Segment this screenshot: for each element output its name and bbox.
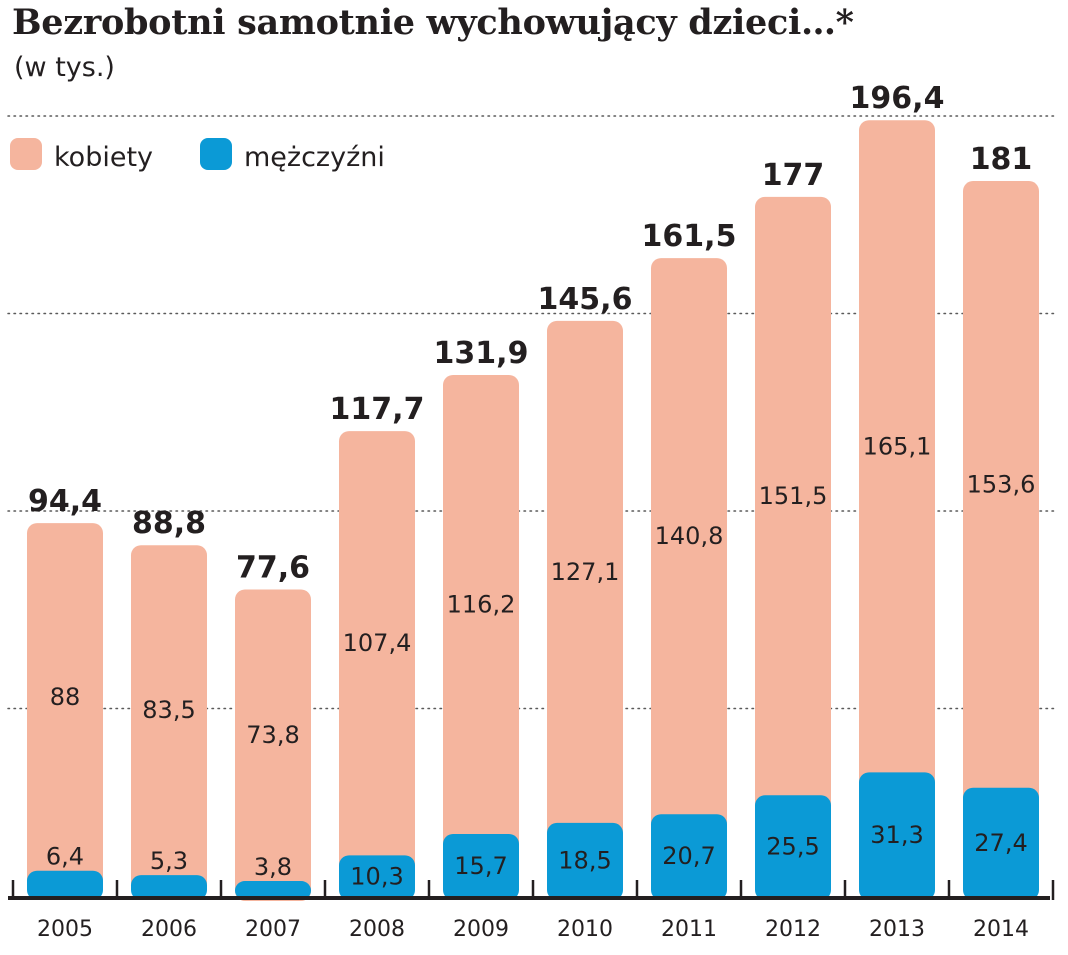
bar-kobiety-2010 bbox=[547, 320, 623, 843]
labels: 94,4 88 6,4 2005 88,8 83,5 5,3 2006 77,6 73,8 3,8 2… bbox=[28, 81, 1035, 942]
value-label-mezczyzni-2012: 25,5 bbox=[766, 833, 819, 861]
legend-swatch-mezczyzni bbox=[200, 138, 232, 170]
value-label-kobiety-2007: 73,8 bbox=[246, 721, 299, 749]
bar-kobiety-2006 bbox=[131, 545, 207, 896]
year-label-2013: 2013 bbox=[869, 917, 925, 942]
bar-mezczyzni-2012 bbox=[755, 795, 831, 900]
value-label-mezczyzni-2005: 6,4 bbox=[46, 843, 84, 871]
chart-title: Bezrobotni samotnie wychowujący dzieci…* bbox=[12, 2, 854, 43]
value-label-kobiety-2011: 140,8 bbox=[655, 522, 724, 550]
value-label-kobiety-2012: 151,5 bbox=[759, 482, 828, 510]
year-label-2007: 2007 bbox=[245, 917, 301, 942]
bar-mezczyzni-2006 bbox=[131, 875, 207, 900]
bar-kobiety-2007 bbox=[235, 589, 311, 901]
value-label-kobiety-2010: 127,1 bbox=[551, 558, 620, 586]
value-label-kobiety-2014: 153,6 bbox=[967, 470, 1036, 498]
value-label-mezczyzni-2013: 31,3 bbox=[870, 821, 923, 849]
bar-kobiety-2005 bbox=[27, 523, 103, 891]
bar-kobiety-2009 bbox=[443, 374, 519, 854]
value-label-mezczyzni-2011: 20,7 bbox=[662, 842, 715, 870]
total-label-2007: 77,6 bbox=[236, 550, 310, 585]
bar-mezczyzni-2009 bbox=[443, 833, 519, 900]
value-label-kobiety-2008: 107,4 bbox=[343, 629, 412, 657]
total-label-2014: 181 bbox=[970, 142, 1033, 177]
bar-kobiety-2011 bbox=[651, 258, 727, 835]
value-label-mezczyzni-2007: 3,8 bbox=[254, 853, 292, 881]
legend-swatch-kobiety bbox=[10, 138, 42, 170]
year-label-2009: 2009 bbox=[453, 917, 509, 942]
value-label-mezczyzni-2010: 18,5 bbox=[558, 846, 611, 874]
chart-subtitle: (w tys.) bbox=[14, 52, 115, 83]
year-label-2005: 2005 bbox=[37, 917, 93, 942]
total-label-2012: 177 bbox=[762, 158, 825, 193]
total-label-2008: 117,7 bbox=[330, 392, 425, 427]
value-label-mezczyzni-2008: 10,3 bbox=[350, 863, 403, 891]
bar-mezczyzni-2005 bbox=[27, 870, 103, 900]
legend: kobiety mężczyźni bbox=[10, 138, 385, 173]
legend-label-mezczyzni: mężczyźni bbox=[244, 142, 385, 173]
total-label-2010: 145,6 bbox=[538, 282, 633, 317]
bar-mezczyzni-2008 bbox=[339, 855, 415, 900]
legend-label-kobiety: kobiety bbox=[54, 142, 153, 173]
year-label-2006: 2006 bbox=[141, 917, 197, 942]
bars bbox=[27, 120, 1039, 901]
bar-mezczyzni-2013 bbox=[859, 772, 935, 900]
total-label-2013: 196,4 bbox=[850, 81, 945, 116]
year-label-2008: 2008 bbox=[349, 917, 405, 942]
year-label-2010: 2010 bbox=[557, 917, 613, 942]
total-label-2005: 94,4 bbox=[28, 484, 102, 519]
bar-mezczyzni-2007 bbox=[235, 880, 311, 900]
total-label-2009: 131,9 bbox=[434, 336, 529, 371]
value-label-mezczyzni-2006: 5,3 bbox=[150, 847, 188, 875]
year-label-2012: 2012 bbox=[765, 917, 821, 942]
value-label-kobiety-2009: 116,2 bbox=[447, 590, 516, 618]
bar-kobiety-2014 bbox=[963, 181, 1039, 808]
bar-mezczyzni-2014 bbox=[963, 787, 1039, 900]
total-label-2011: 161,5 bbox=[642, 219, 737, 254]
year-label-2011: 2011 bbox=[661, 917, 717, 942]
value-label-kobiety-2005: 88 bbox=[50, 683, 81, 711]
bar-kobiety-2008 bbox=[339, 431, 415, 876]
x-axis bbox=[8, 880, 1055, 900]
value-label-mezczyzni-2009: 15,7 bbox=[454, 852, 507, 880]
year-label-2014: 2014 bbox=[973, 917, 1029, 942]
bar-kobiety-2012 bbox=[755, 196, 831, 816]
bar-mezczyzni-2011 bbox=[651, 814, 727, 900]
bar-mezczyzni-2010 bbox=[547, 822, 623, 900]
value-label-kobiety-2006: 83,5 bbox=[142, 696, 195, 724]
total-label-2006: 88,8 bbox=[132, 506, 206, 541]
value-label-kobiety-2013: 165,1 bbox=[863, 432, 932, 460]
value-label-mezczyzni-2014: 27,4 bbox=[974, 829, 1027, 857]
bar-kobiety-2013 bbox=[859, 120, 935, 793]
